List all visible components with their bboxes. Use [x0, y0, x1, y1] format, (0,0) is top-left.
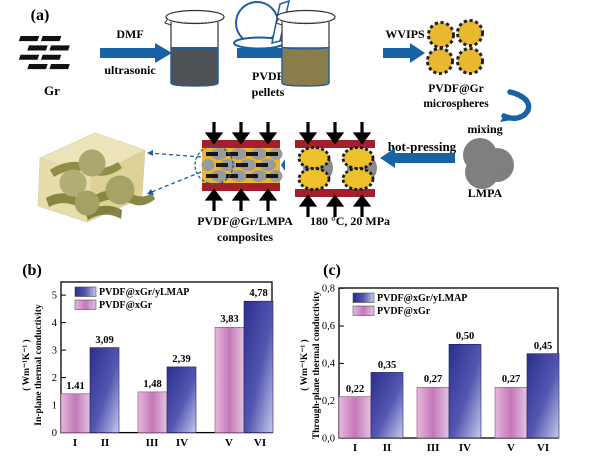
- svg-text:0,22: 0,22: [346, 384, 364, 395]
- svg-text:PVDF@xGr: PVDF@xGr: [99, 300, 153, 311]
- svg-text:PVDF: PVDF: [252, 69, 284, 83]
- svg-text:PVDF@Gr/LMPA: PVDF@Gr/LMPA: [197, 214, 293, 228]
- svg-text:mixing: mixing: [467, 122, 502, 136]
- svg-text:PVDF@xGr/yLMAP: PVDF@xGr/yLMAP: [99, 287, 189, 298]
- svg-text:V: V: [507, 442, 515, 454]
- svg-text:( Wm⁻¹K⁻¹ ): ( Wm⁻¹K⁻¹ ): [21, 339, 32, 390]
- svg-text:0,8: 0,8: [322, 284, 335, 295]
- svg-text:0,45: 0,45: [534, 341, 552, 352]
- svg-text:In-plane thermal conductivity: In-plane thermal conductivity: [34, 304, 44, 426]
- svg-text:VI: VI: [537, 442, 549, 454]
- svg-text:Gr: Gr: [44, 83, 60, 98]
- svg-text:II: II: [383, 442, 392, 454]
- svg-text:1.41: 1.41: [66, 381, 84, 392]
- svg-text:( Wm⁻¹K⁻¹ ): ( Wm⁻¹K⁻¹ ): [299, 339, 310, 390]
- svg-text:0,4: 0,4: [322, 359, 336, 370]
- svg-text:composites: composites: [217, 230, 273, 244]
- svg-text:II: II: [101, 437, 110, 449]
- svg-text:2,39: 2,39: [172, 354, 190, 365]
- svg-text:hot-pressing: hot-pressing: [388, 139, 457, 154]
- svg-text:0,0: 0,0: [322, 434, 335, 445]
- svg-text:3,83: 3,83: [220, 314, 238, 325]
- svg-text:VI: VI: [254, 437, 266, 449]
- svg-text:IV: IV: [459, 442, 471, 454]
- svg-text:0,27: 0,27: [424, 374, 442, 385]
- svg-text:PVDF@xGr: PVDF@xGr: [377, 306, 431, 317]
- svg-text:5: 5: [52, 291, 57, 302]
- svg-text:IV: IV: [176, 437, 188, 449]
- svg-text:1: 1: [52, 401, 57, 412]
- svg-text:(b): (b): [22, 262, 42, 279]
- svg-text:0,6: 0,6: [322, 321, 335, 332]
- svg-text:0: 0: [52, 428, 57, 439]
- svg-text:LMPA: LMPA: [468, 186, 503, 200]
- svg-text:0,50: 0,50: [456, 331, 474, 342]
- svg-text:0,35: 0,35: [378, 360, 396, 371]
- svg-text:180 °C, 20 MPa: 180 °C, 20 MPa: [310, 214, 390, 228]
- svg-text:DMF: DMF: [116, 27, 143, 41]
- svg-text:pellets: pellets: [252, 85, 285, 99]
- svg-text:I: I: [353, 442, 357, 454]
- svg-text:4: 4: [52, 318, 58, 329]
- svg-text:3: 3: [52, 346, 57, 357]
- svg-text:(c): (c): [323, 262, 341, 279]
- svg-text:ultrasonic: ultrasonic: [104, 63, 156, 77]
- svg-text:III: III: [146, 437, 159, 449]
- svg-text:2: 2: [52, 373, 57, 384]
- svg-text:microspheres: microspheres: [423, 98, 489, 110]
- svg-text:PVDF@xGr/yLMAP: PVDF@xGr/yLMAP: [377, 293, 467, 304]
- svg-text:V: V: [225, 437, 233, 449]
- svg-text:Through-plane thermal conducti: Through-plane thermal conductivity: [312, 291, 322, 439]
- svg-text:3,09: 3,09: [95, 335, 113, 346]
- svg-text:III: III: [427, 442, 440, 454]
- svg-text:(a): (a): [31, 7, 50, 24]
- svg-text:0,2: 0,2: [322, 396, 335, 407]
- svg-text:0,27: 0,27: [502, 374, 520, 385]
- svg-text:4,78: 4,78: [249, 288, 267, 299]
- svg-text:PVDF@Gr: PVDF@Gr: [428, 83, 483, 95]
- svg-text:1,48: 1,48: [143, 379, 161, 390]
- svg-text:I: I: [73, 437, 77, 449]
- svg-text:WVIPS: WVIPS: [385, 27, 425, 41]
